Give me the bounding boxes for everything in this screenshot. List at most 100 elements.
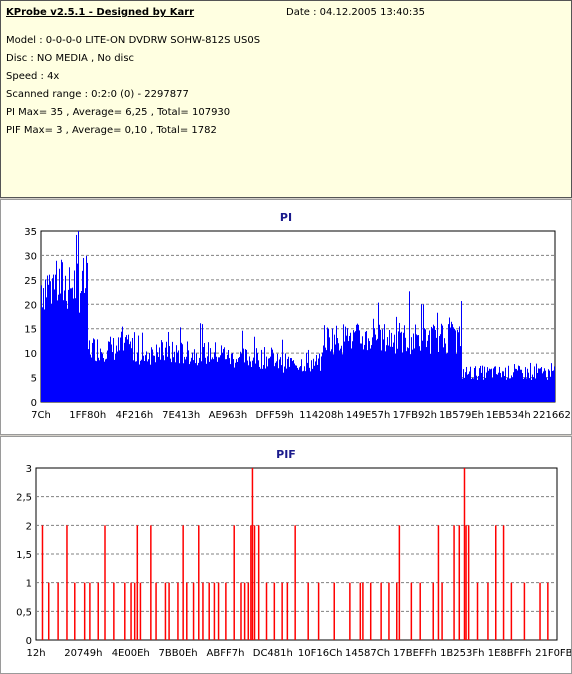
pi-bar	[219, 357, 220, 402]
pi-bar	[62, 262, 63, 402]
pi-bar	[501, 377, 502, 402]
pi-bar	[491, 368, 492, 402]
pi-bar	[340, 348, 341, 402]
pi-bar	[461, 301, 462, 402]
pi-bar	[468, 373, 469, 402]
pi-bar	[177, 352, 178, 402]
pi-bar	[230, 364, 231, 402]
pif-bar	[47, 582, 50, 640]
pi-bar	[114, 359, 115, 402]
pi-bar	[397, 348, 398, 402]
pi-bar	[296, 365, 297, 402]
pi-bar	[79, 312, 80, 402]
pi-bar	[83, 257, 84, 402]
pi-bar	[242, 330, 243, 402]
pi-bar	[312, 368, 313, 402]
app-title: KProbe v2.5.1 - Designed by Karr	[6, 7, 195, 18]
pi-bar	[364, 344, 365, 402]
pi-bar	[349, 335, 350, 402]
pi-bar	[500, 372, 501, 402]
pi-bar	[96, 361, 97, 402]
pi-bar	[437, 312, 438, 402]
pi-chart-title: PI	[280, 211, 292, 224]
pi-bar	[460, 346, 461, 402]
pi-bar	[111, 344, 112, 402]
pi-bar	[297, 367, 298, 402]
pif-x-tick: 1E8BFFh	[488, 648, 532, 659]
pi-bar	[457, 329, 458, 402]
pi-bar	[475, 366, 476, 402]
pi-bar	[331, 349, 332, 402]
pi-bar	[179, 363, 180, 402]
pi-bar	[129, 344, 130, 402]
pif-bar	[281, 582, 283, 640]
pi-bar	[335, 344, 336, 402]
pi-bar	[72, 287, 73, 402]
pi-bar	[347, 328, 348, 402]
pif-stats-line: PIF Max= 3 , Average= 0,10 , Total= 1782	[6, 125, 217, 136]
pi-x-tick: 221662h	[533, 410, 571, 421]
pi-bar	[547, 379, 548, 402]
pi-bar	[152, 349, 153, 402]
pif-bar	[547, 582, 549, 640]
pi-bar	[105, 359, 106, 402]
pi-bar	[289, 366, 290, 402]
pi-bar	[527, 368, 528, 402]
pi-bar	[471, 379, 472, 402]
pi-bar	[444, 338, 445, 402]
pi-bar	[71, 288, 72, 402]
pi-bar	[508, 365, 509, 402]
pi-bar	[253, 357, 254, 402]
pi-bar	[238, 358, 239, 402]
pi-bar	[271, 347, 272, 402]
speed-line: Speed : 4x	[6, 71, 60, 82]
pi-bar	[529, 378, 530, 402]
pi-bar	[452, 324, 453, 402]
pi-bar	[131, 348, 132, 402]
pi-bar	[548, 369, 549, 402]
pi-bar	[143, 355, 144, 402]
pi-bar	[534, 366, 535, 402]
pi-bar	[102, 353, 103, 402]
pif-bar	[398, 525, 401, 640]
pi-bar	[95, 360, 96, 402]
pi-bar	[395, 353, 396, 402]
pi-bar	[46, 297, 47, 402]
pi-bar	[311, 360, 312, 402]
pi-bar	[314, 365, 315, 402]
pi-bar	[195, 363, 196, 402]
pi-x-tick: 1B579Eh	[439, 410, 484, 421]
pi-bar	[295, 365, 296, 402]
pif-bar	[198, 525, 200, 640]
pi-bar	[492, 378, 493, 402]
pif-bar	[133, 582, 136, 640]
pi-bar	[281, 365, 282, 402]
pi-bar	[208, 342, 209, 402]
pi-bar	[343, 324, 344, 402]
pi-bar	[280, 357, 281, 402]
pif-bar	[333, 582, 335, 640]
pi-bar	[356, 324, 357, 402]
pi-bar	[132, 337, 133, 402]
pif-bar	[182, 525, 184, 640]
pif-bar	[74, 582, 76, 640]
pi-bar	[361, 343, 362, 402]
pif-chart-panel: PIF 0 0,5 1 1,5 2 2,5 3 12h 20749h 4E00Eh 7BB0Eh A…	[0, 436, 572, 674]
pi-bar	[200, 323, 201, 402]
pi-bar	[90, 354, 91, 402]
pif-bar	[168, 582, 170, 640]
pi-bar	[458, 332, 459, 402]
pif-bar	[502, 525, 505, 640]
pi-y-tick: 20	[24, 300, 37, 311]
pif-bar	[453, 525, 455, 640]
pi-bar	[180, 327, 181, 402]
pi-bar	[106, 358, 107, 402]
pi-bar	[519, 366, 520, 402]
pi-bar	[118, 337, 119, 402]
pi-bar	[489, 368, 490, 402]
pi-bar	[156, 344, 157, 402]
pi-bar	[171, 362, 172, 402]
pi-bar	[189, 364, 190, 402]
pi-bar	[525, 367, 526, 402]
pi-bar	[321, 356, 322, 402]
